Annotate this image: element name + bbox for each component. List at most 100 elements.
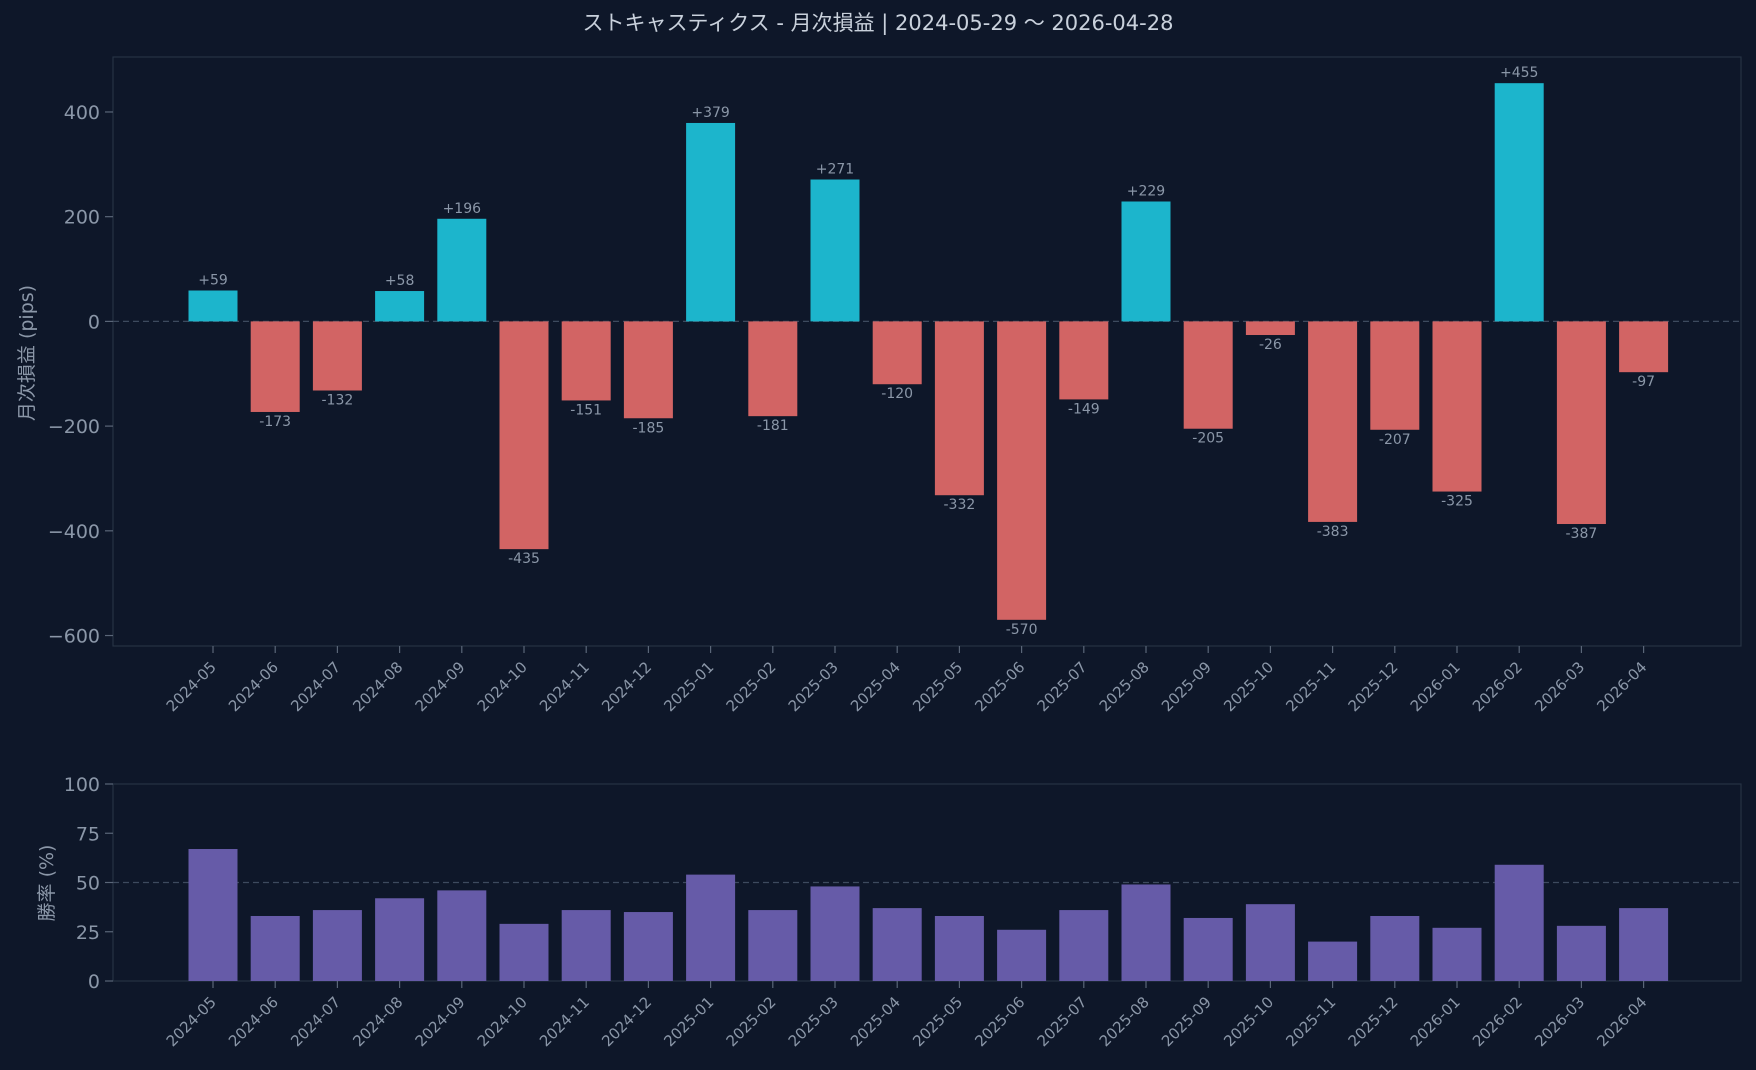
winrate-bar-2024-09 [437,890,487,981]
pl-bar-2025-02 [748,321,798,417]
winrate-bar-2025-03 [810,886,860,981]
winrate-x-tick-label: 2024-09 [412,993,469,1050]
pl-bar-2025-06 [997,321,1047,620]
pl-x-tick-label: 2025-01 [660,658,717,715]
winrate-x-tick-label: 2025-05 [909,993,966,1050]
pl-data-label-2024-05: +59 [198,273,228,289]
pl-data-label-2025-04: -120 [881,386,913,402]
winrate-y-axis-label: 勝率 (%) [36,845,58,922]
winrate-y-tick-label: 0 [88,971,100,993]
pl-y-tick-label: 400 [64,102,100,124]
winrate-bars [188,849,1669,981]
winrate-x-tick-label: 2024-05 [163,993,220,1050]
pl-bar-2024-06 [250,321,300,412]
pl-data-labels: +59 -173 -132 +58 +196 -435 -151 -185 +379 -181 +2… [198,65,1655,638]
pl-data-label-2026-01: -325 [1441,494,1473,510]
pl-data-label-2026-04: -97 [1632,374,1655,390]
pl-y-tick-label: 200 [64,207,100,229]
pl-x-tick-label: 2024-08 [349,658,406,715]
winrate-x-tick-label: 2025-12 [1345,993,1402,1050]
winrate-x-tick-label: 2026-03 [1531,993,1588,1050]
pl-x-tick-label: 2025-11 [1282,658,1339,715]
winrate-y-tick-label: 50 [76,873,100,895]
winrate-x-tick-label: 2025-09 [1158,993,1215,1050]
winrate-panel: 勝率 (%) 100 75 50 25 0 2024-05 2024-06 2024-07 2… [36,774,1742,1050]
pl-y-tick-label: 0 [88,311,100,333]
winrate-x-tick-label: 2025-01 [660,993,717,1050]
pl-x-tick-label: 2026-02 [1469,658,1526,715]
winrate-bar-2025-10 [1245,904,1295,981]
pl-x-tick-label: 2025-09 [1158,658,1215,715]
winrate-bar-2024-10 [499,923,549,981]
winrate-y-tick-label: 100 [64,774,100,796]
winrate-bar-2024-07 [312,910,362,981]
winrate-bar-2025-12 [1370,915,1420,981]
pl-data-label-2024-06: -173 [259,414,291,430]
pl-bar-2025-05 [934,321,984,496]
winrate-y-tick-label: 25 [76,922,100,944]
pl-y-ticks: 400 200 0 −200 −400 −600 [48,102,113,648]
pl-bar-2024-12 [623,321,673,419]
winrate-bar-2025-07 [1059,910,1109,981]
pl-x-tick-label: 2026-03 [1531,658,1588,715]
winrate-x-tick-label: 2026-01 [1407,993,1464,1050]
winrate-x-ticks: 2024-05 2024-06 2024-07 2024-08 2024-09 2024-… [163,981,1650,1050]
pl-data-label-2024-12: -185 [633,420,665,436]
pl-data-label-2026-02: +455 [1500,65,1538,81]
pl-x-tick-label: 2024-06 [225,658,282,715]
winrate-bar-2025-04 [872,908,922,981]
pl-bar-2026-01 [1432,321,1482,492]
pl-data-label-2024-09: +196 [443,201,482,217]
pl-bar-2024-05 [188,290,238,322]
winrate-bar-2025-02 [748,910,798,981]
winrate-x-tick-label: 2024-06 [225,993,282,1050]
pl-data-label-2026-03: -387 [1566,526,1598,542]
winrate-x-tick-label: 2026-04 [1593,993,1650,1050]
pl-x-ticks: 2024-05 2024-06 2024-07 2024-08 2024-09 2024-… [163,646,1650,715]
pl-bar-2025-11 [1308,321,1358,522]
pl-x-tick-label: 2025-02 [723,658,780,715]
pl-bar-2024-07 [312,321,362,391]
pl-y-tick-label: −600 [48,626,100,648]
winrate-x-tick-label: 2025-02 [723,993,780,1050]
pl-x-tick-label: 2025-04 [847,658,904,715]
pl-data-label-2025-08: +229 [1127,184,1165,200]
winrate-bar-2024-06 [250,915,300,981]
pl-y-tick-label: −200 [48,416,100,438]
winrate-bar-2026-04 [1619,908,1669,981]
pl-data-label-2024-11: -151 [570,402,602,418]
pl-bar-2026-02 [1494,83,1544,322]
pl-x-tick-label: 2025-03 [785,658,842,715]
winrate-bar-2026-03 [1556,925,1606,981]
pl-data-label-2025-09: -205 [1192,431,1224,447]
pl-data-label-2024-10: -435 [508,551,540,567]
pl-bar-2024-09 [437,218,487,322]
pl-x-tick-label: 2024-05 [163,658,220,715]
pl-x-tick-label: 2024-11 [536,658,593,715]
pl-x-tick-label: 2025-05 [909,658,966,715]
winrate-x-tick-label: 2025-10 [1220,993,1277,1050]
pl-x-tick-label: 2025-06 [971,658,1028,715]
pl-data-label-2025-01: +379 [691,105,729,121]
pl-data-label-2025-12: -207 [1379,432,1411,448]
pl-data-label-2025-03: +271 [816,162,854,178]
pl-y-tick-label: −400 [48,521,100,543]
pl-plot-frame [112,56,1742,647]
pl-y-axis-label: 月次損益 (pips) [16,285,38,421]
pl-bar-2025-04 [872,321,922,385]
winrate-y-tick-label: 75 [76,823,100,845]
winrate-x-tick-label: 2025-06 [971,993,1028,1050]
winrate-x-tick-label: 2024-10 [474,993,531,1050]
winrate-x-tick-label: 2025-08 [1096,993,1153,1050]
winrate-bar-2025-01 [686,874,736,981]
winrate-bar-2025-05 [934,915,984,981]
winrate-x-tick-label: 2025-04 [847,993,904,1050]
winrate-x-tick-label: 2024-12 [598,993,655,1050]
chart-title: ストキャスティクス - 月次損益 | 2024-05-29 〜 2026-04-… [583,11,1174,36]
pl-data-label-2025-05: -332 [944,497,976,513]
winrate-x-tick-label: 2025-07 [1034,993,1091,1050]
pl-x-tick-label: 2024-10 [474,658,531,715]
winrate-bar-2024-12 [623,912,673,981]
